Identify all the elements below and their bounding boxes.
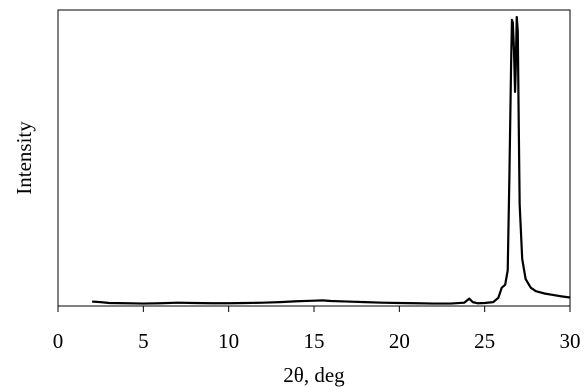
x-tick-label-0: 0 xyxy=(53,329,64,353)
y-axis-title: Intensity xyxy=(12,121,36,195)
x-axis-title: 2θ, deg xyxy=(283,363,345,387)
x-tick-label-4: 20 xyxy=(389,329,410,353)
series-line xyxy=(92,15,571,305)
x-tick-label-1: 5 xyxy=(138,329,149,353)
x-tick-label-6: 30 xyxy=(560,329,581,353)
x-tick-label-3: 15 xyxy=(304,329,325,353)
x-tick-label-2: 10 xyxy=(218,329,239,353)
plot-frame xyxy=(57,9,571,307)
x-axis-tick-labels: 0 5 10 15 20 25 30 xyxy=(53,329,581,353)
x-tick-label-5: 25 xyxy=(474,329,495,353)
x-axis-ticks xyxy=(57,306,571,312)
